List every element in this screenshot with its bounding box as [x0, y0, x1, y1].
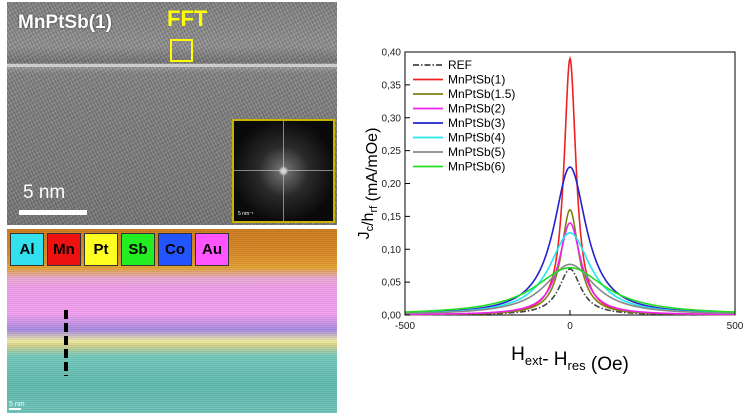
y-tick-label: 0,25: [382, 146, 402, 157]
series-line-3: [405, 222, 735, 316]
legend-label: MnPtSb(4): [448, 131, 505, 145]
interface-line: [7, 64, 337, 67]
tem-micrograph: MnPtSb(1) FFT 5 nm 5 nm⁻¹: [7, 2, 337, 225]
element-chip-au: Au: [195, 233, 229, 266]
legend-label: MnPtSb(2): [448, 102, 505, 116]
edx-scale-label: 5 nm: [9, 401, 25, 408]
legend-label: MnPtSb(3): [448, 116, 505, 130]
y-tick-label: 0,40: [382, 48, 402, 59]
legend-label: REF: [448, 58, 472, 72]
legend-label: MnPtSb(5): [448, 145, 505, 159]
element-legend: Al Mn Pt Sb Co Au: [10, 233, 229, 266]
linescan-marker: [64, 310, 68, 376]
chart-svg: 0,00 0,05 0,10 0,15 0,20 0,25 0,30 0,35 0,40 -500…: [356, 48, 744, 376]
tem-scale-label: 5 nm: [23, 182, 66, 203]
y-tick-label: 0,10: [382, 245, 402, 256]
x-tick-label: -500: [395, 321, 415, 332]
x-tick-label: 0: [567, 321, 573, 332]
y-tick-label: 0,20: [382, 179, 402, 190]
y-tick-label: 0,35: [382, 80, 402, 91]
series-line-6: [404, 263, 736, 315]
element-chip-co: Co: [158, 233, 192, 266]
y-tick-label: 0,00: [382, 311, 402, 322]
fft-inset: 5 nm⁻¹: [232, 119, 335, 223]
tem-scale-bar: [19, 210, 87, 215]
element-chip-al: Al: [10, 233, 44, 266]
y-axis-title: Jc/hrf (mA/mOe): [356, 128, 381, 240]
series-line-0: [404, 268, 736, 316]
y-tick-label: 0,15: [382, 212, 402, 223]
legend-label: MnPtSb(1): [448, 73, 505, 87]
x-tick-label: 500: [727, 321, 744, 332]
series-line-4: [404, 166, 736, 314]
x-axis-title: Hext- Hres (Oe): [511, 344, 629, 375]
series-line-5: [404, 232, 736, 314]
legend-label: MnPtSb(6): [448, 160, 505, 174]
edx-scale-bar: [9, 408, 21, 410]
legend-label: MnPtSb(1.5): [448, 87, 515, 101]
tem-sample-label: MnPtSb(1): [18, 12, 112, 33]
edx-map: Al Mn Pt Sb Co Au 5 nm: [7, 229, 337, 413]
element-chip-pt: Pt: [84, 233, 118, 266]
fft-region-box: [170, 39, 193, 62]
y-tick-label: 0,05: [382, 278, 402, 289]
series-line-2: [405, 208, 735, 316]
fft-label: FFT: [167, 6, 208, 31]
resonance-chart: 0,00 0,05 0,10 0,15 0,20 0,25 0,30 0,35 0,40 -500…: [345, 40, 750, 417]
series-line-7: [404, 266, 736, 313]
element-chip-mn: Mn: [47, 233, 81, 266]
inset-scale-label: 5 nm⁻¹: [238, 211, 254, 217]
element-chip-sb: Sb: [121, 233, 155, 266]
y-tick-label: 0,30: [382, 113, 402, 124]
